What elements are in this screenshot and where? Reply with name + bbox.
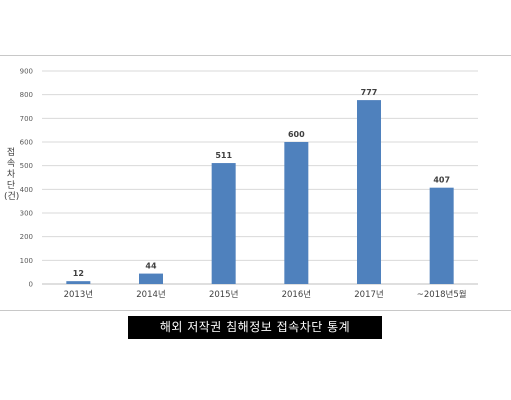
chart-bottom-border (0, 310, 511, 311)
data-label: 777 (361, 88, 378, 97)
chart-caption: 해외 저작권 침해정보 접속차단 통계 (128, 316, 382, 339)
x-tick-label: 2013년 (64, 289, 93, 300)
bar (284, 142, 309, 284)
x-tick-label: 2017년 (354, 289, 383, 300)
x-tick-label: ~2018년5월 (417, 289, 467, 300)
bar (357, 100, 381, 284)
y-tick-label: 800 (20, 91, 33, 99)
y-tick-label: 700 (20, 115, 33, 123)
data-label: 407 (433, 176, 450, 185)
data-label: 44 (145, 262, 157, 271)
bar (66, 281, 91, 284)
y-tick-label: 100 (20, 257, 33, 265)
y-tick-label: 600 (20, 139, 33, 147)
data-label: 12 (73, 269, 84, 278)
bar (429, 187, 454, 284)
y-tick-label: 200 (20, 233, 33, 241)
x-tick-label: 2016년 (282, 289, 311, 300)
x-tick-label: 2014년 (136, 289, 165, 300)
bar (139, 273, 163, 284)
y-tick-label: 500 (20, 162, 33, 170)
y-tick-label: 0 (29, 281, 33, 289)
y-tick-label: 400 (20, 186, 33, 194)
data-label: 600 (288, 130, 305, 139)
bar (211, 163, 236, 284)
data-label: 511 (215, 151, 232, 160)
y-axis-title: 접속차단(건) (4, 148, 20, 202)
chart-top-border (0, 55, 511, 56)
x-tick-label: 2015년 (209, 289, 238, 300)
y-tick-label: 300 (20, 210, 33, 218)
y-tick-label: 900 (20, 68, 33, 76)
